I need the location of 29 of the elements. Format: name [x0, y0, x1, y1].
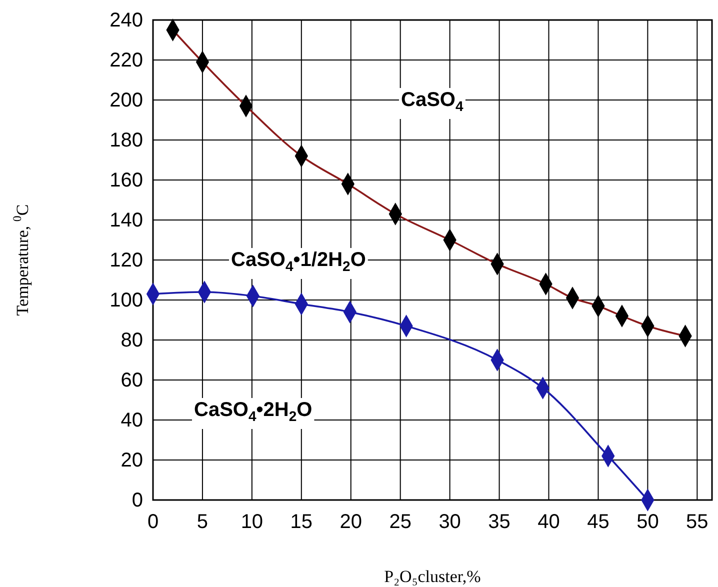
- y-tick-label: 140: [110, 209, 143, 232]
- y-tick-label: 160: [110, 169, 143, 192]
- x-tick-label: 20: [340, 511, 362, 534]
- y-tick-label: 0: [132, 489, 143, 512]
- x-tick-label: 15: [290, 511, 313, 534]
- y-tick-label: 240: [110, 9, 143, 32]
- x-tick-label: 30: [438, 511, 461, 534]
- y-tick-label: 40: [120, 409, 143, 432]
- y-tick-label: 20: [120, 449, 143, 472]
- x-tick-label: 40: [538, 511, 560, 534]
- y-tick-label: 100: [110, 289, 143, 312]
- x-tick-label: 50: [636, 511, 659, 534]
- x-tick-label: 45: [587, 511, 610, 534]
- x-tick-label: 25: [389, 511, 412, 534]
- y-tick-label: 180: [110, 129, 143, 152]
- y-tick-label: 60: [120, 369, 143, 392]
- annotation: CaSO$_{4}$•1/2H$_{2}$O: [231, 249, 366, 274]
- y-tick-label: 80: [120, 329, 143, 352]
- annotation: CaSO$_{4}$: [401, 89, 464, 114]
- x-tick-label: 55: [686, 511, 708, 534]
- x-tick-label: 5: [196, 511, 208, 534]
- x-axis-title: P₂O₅cluster,%: [384, 567, 481, 586]
- y-tick-label: 200: [110, 89, 143, 112]
- y-tick-label: 120: [110, 249, 143, 272]
- x-tick-label: 0: [147, 511, 159, 534]
- y-tick-label: 220: [110, 49, 143, 72]
- x-tick-label: 10: [240, 511, 264, 534]
- x-tick-label: 35: [488, 511, 510, 534]
- annotation: CaSO$_{4}$•2H$_{2}$O: [194, 399, 312, 424]
